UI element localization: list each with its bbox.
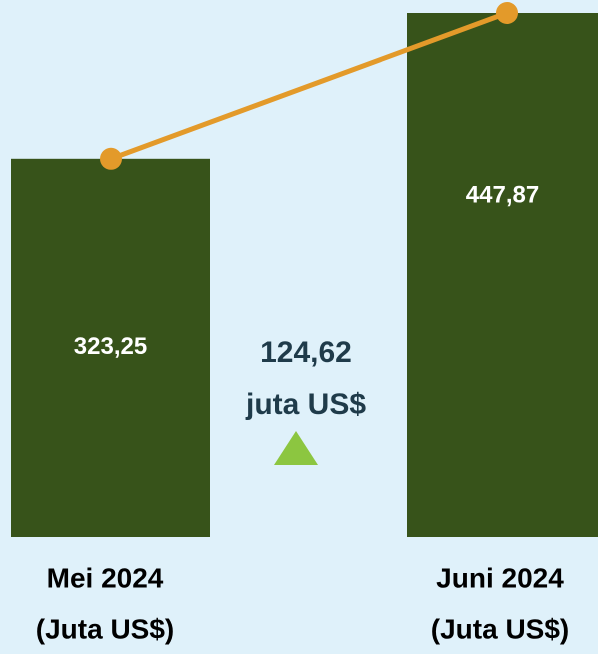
x-tick-label: Juni 2024 xyxy=(436,562,564,593)
change-unit: juta US$ xyxy=(245,388,366,421)
unit-label: (Juta US$) xyxy=(36,613,174,644)
line-marker xyxy=(100,147,122,170)
value-label: 323,25 xyxy=(74,333,147,360)
value-label: 447,87 xyxy=(466,181,539,208)
up-triangle xyxy=(274,431,318,465)
x-tick-label: Mei 2024 xyxy=(47,562,164,593)
change-label: 124,62 xyxy=(260,336,352,369)
trend-line xyxy=(110,10,508,162)
line-marker xyxy=(496,2,518,24)
bar xyxy=(11,158,210,537)
unit-label: (Juta US$) xyxy=(431,613,569,644)
bar xyxy=(407,13,598,537)
